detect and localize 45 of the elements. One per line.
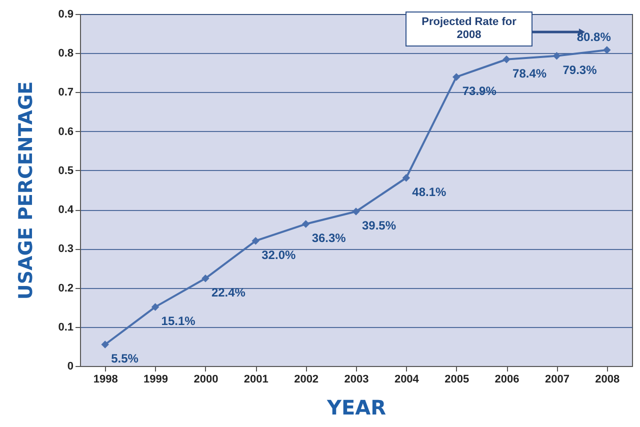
point (302, 220, 310, 228)
x-tick-label: 1999 (144, 374, 168, 386)
x-tick-label: 2000 (194, 374, 218, 386)
data-label: 80.8% (576, 30, 612, 44)
data-label: 5.5% (111, 351, 139, 366)
point (202, 274, 210, 282)
data-label: 48.1% (412, 184, 447, 199)
x-tick-label: 2005 (444, 374, 470, 386)
x-tick-label: 2007 (544, 374, 570, 386)
data-label: 39.5% (362, 218, 396, 233)
x-tick-label: 2001 (244, 374, 268, 386)
point (151, 303, 160, 311)
y-tick-label: 0.1 (58, 321, 74, 334)
y-tick-label: 0.2 (58, 282, 74, 294)
y-tick-label: 0.7 (58, 86, 74, 99)
point (502, 55, 510, 64)
point (101, 340, 109, 348)
y-tick-label: 0.4 (58, 204, 74, 216)
x-tick-label: 2006 (494, 374, 520, 386)
y-axis-title: USAGE PERCENTAGE (15, 81, 38, 300)
x-tick-label: 2008 (595, 374, 620, 386)
x-tick-label: 2002 (294, 374, 319, 386)
x-tick-label: 2003 (344, 374, 369, 386)
x-tick-label: 2004 (394, 374, 420, 386)
point (352, 208, 360, 216)
y-tick-label: 0.5 (58, 164, 74, 177)
y-tick-label: 0.6 (58, 126, 74, 138)
data-label: 32.0% (262, 248, 296, 262)
x-axis-title: YEAR (326, 396, 386, 420)
point (252, 236, 260, 245)
data-label: 78.4% (512, 66, 547, 80)
data-label: 15.1% (161, 314, 196, 328)
data-label: 22.4% (211, 285, 246, 300)
annotation: Projected Rate for 2008 (422, 16, 518, 41)
point (452, 73, 460, 81)
y-tick-label: 0.3 (58, 243, 74, 256)
y-tick-label: 0 (67, 360, 74, 372)
data-label: 79.3% (562, 62, 598, 77)
point (402, 174, 410, 182)
data-label: 36.3% (312, 231, 346, 246)
x-tick-label: 1998 (93, 374, 118, 386)
y-tick-label: 0.9 (58, 8, 74, 20)
y-tick-label: 0.8 (58, 48, 74, 60)
point (552, 52, 561, 60)
point (603, 46, 611, 54)
